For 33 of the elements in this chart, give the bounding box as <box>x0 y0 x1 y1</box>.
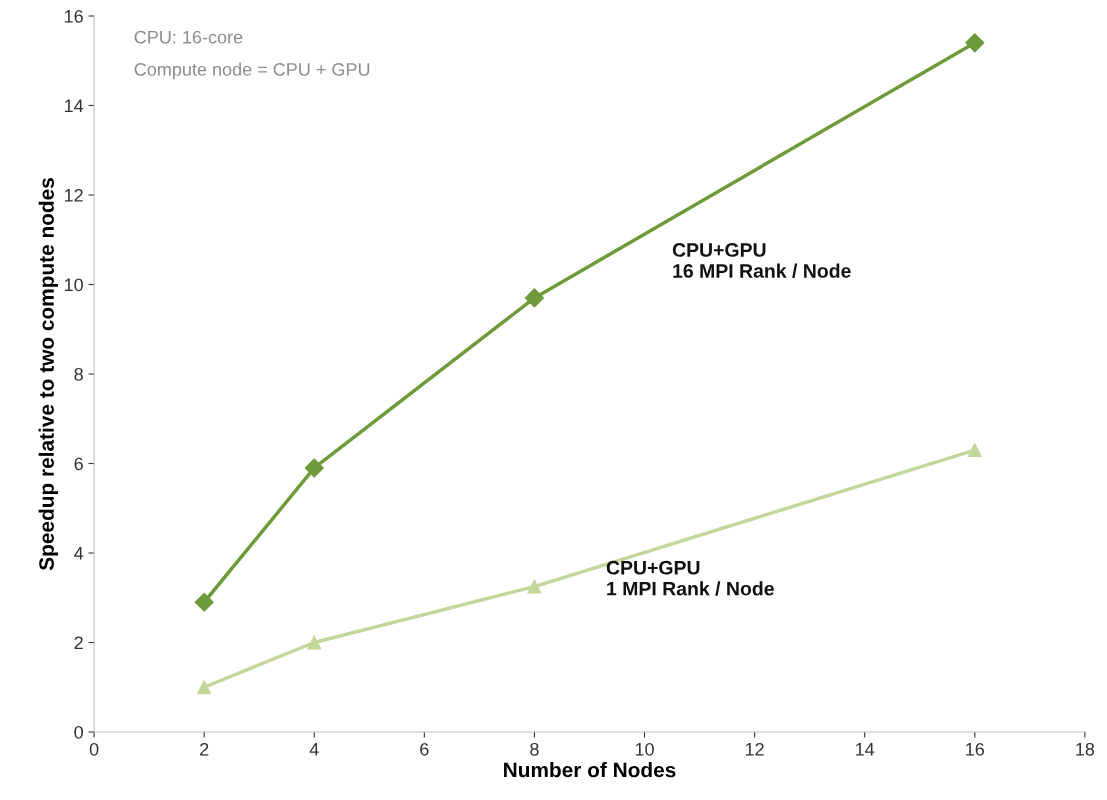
annotation: Compute node = CPU + GPU <box>134 62 370 80</box>
series-label: CPU+GPU 16 MPI Rank / Node <box>672 243 851 279</box>
x-tick-label: 18 <box>1076 742 1095 756</box>
y-tick-label: 0 <box>74 725 83 739</box>
x-tick-label: 0 <box>89 742 99 756</box>
point <box>965 33 985 53</box>
x-tick-label: 14 <box>856 743 875 756</box>
x-tick-label: 12 <box>745 742 764 756</box>
annotation: CPU: 16-core <box>134 30 243 44</box>
point <box>527 579 542 594</box>
y-axis-title: Speedup relative to two compute nodes <box>38 178 59 571</box>
x-tick-label: 6 <box>420 742 429 756</box>
point <box>197 680 212 695</box>
x-tick-label: 16 <box>966 742 985 756</box>
y-tick-label: 10 <box>64 278 83 292</box>
point <box>967 443 982 458</box>
y-tick-label: 12 <box>64 188 83 202</box>
y-tick-label: 14 <box>64 99 84 113</box>
y-tick-label: 6 <box>74 457 83 471</box>
x-tick-label: 2 <box>200 742 209 756</box>
point <box>307 635 322 650</box>
y-tick-label: 16 <box>64 9 83 23</box>
y-tick-label: 8 <box>74 367 83 381</box>
point <box>194 592 214 612</box>
x-tick-label: 10 <box>635 742 654 756</box>
y-tick-label: 2 <box>74 636 83 650</box>
series-label: CPU+GPU 1 MPI Rank / Node <box>606 560 774 596</box>
y-tick-label: 4 <box>74 547 84 560</box>
x-tick-label: 8 <box>530 742 539 756</box>
x-tick-label: 4 <box>309 743 319 756</box>
point <box>524 288 544 308</box>
x-axis-title: Number of Nodes <box>504 762 676 778</box>
point <box>304 458 324 478</box>
